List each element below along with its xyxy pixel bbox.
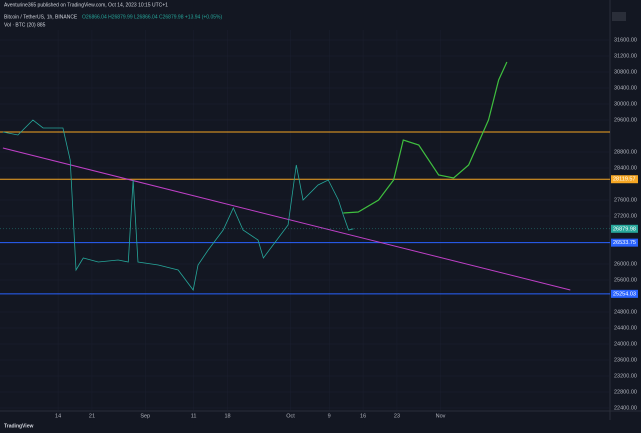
y-tick-label: 22800.00	[614, 389, 637, 395]
x-tick-label: 23	[394, 413, 400, 419]
last-price-tag	[611, 224, 638, 233]
symbol: Bitcoin / TetherUS, 1h, BINANCE	[4, 14, 78, 20]
level-price-label: 26533.75	[613, 240, 636, 246]
projection-path	[343, 61, 508, 214]
y-tick-label: 27600.00	[614, 197, 637, 203]
y-tick-label: 28400.00	[614, 165, 637, 171]
y-tick-label: 22400.00	[614, 405, 637, 411]
x-tick-label: 14	[55, 413, 61, 419]
price-line	[2, 119, 354, 291]
x-tick-label: Sep	[140, 413, 150, 419]
y-tick-label: 23600.00	[614, 357, 637, 363]
level-price-tag	[611, 238, 638, 247]
x-tick-label: Nov	[436, 413, 446, 419]
volume-legend: Vol · BTC (20) 885	[4, 22, 46, 28]
level-price-tag	[611, 289, 638, 298]
x-tick-label: 9	[328, 413, 331, 419]
y-tick-label: 31200.00	[614, 53, 637, 59]
settings-button[interactable]	[612, 12, 626, 21]
y-tick-label: 26000.00	[614, 261, 637, 267]
ohlc: O26866.04 H26879.99 L26866.04 C26879.98 …	[82, 14, 222, 20]
x-tick-label: 11	[191, 413, 197, 419]
level-price-tag	[611, 175, 638, 184]
publisher: Aventurine365 published on TradingView.c…	[4, 2, 168, 8]
y-tick-label: 29600.00	[614, 117, 637, 123]
y-tick-label: 23200.00	[614, 373, 637, 379]
y-tick-label: 31600.00	[614, 37, 637, 43]
x-tick-label: 21	[89, 413, 95, 419]
y-tick-label: 27200.00	[614, 213, 637, 219]
y-tick-label: 30800.00	[614, 69, 637, 75]
level-price-label: 25254.03	[613, 291, 636, 297]
x-tick-label: 16	[360, 413, 366, 419]
y-tick-label: 24400.00	[614, 325, 637, 331]
y-tick-label: 30000.00	[614, 101, 637, 107]
y-tick-label: 24000.00	[614, 341, 637, 347]
x-tick-label: 18	[224, 413, 230, 419]
level-price-label: 28119.57	[613, 177, 636, 183]
last-price-label: 26879.98	[613, 226, 636, 232]
x-tick-label: Oct	[286, 413, 295, 419]
y-tick-label: 25600.00	[614, 277, 637, 283]
brand: TradingView	[4, 423, 33, 429]
y-tick-label: 28800.00	[614, 149, 637, 155]
trendline	[2, 147, 571, 291]
y-tick-label: 24800.00	[614, 309, 637, 315]
y-tick-label: 30400.00	[614, 85, 637, 91]
